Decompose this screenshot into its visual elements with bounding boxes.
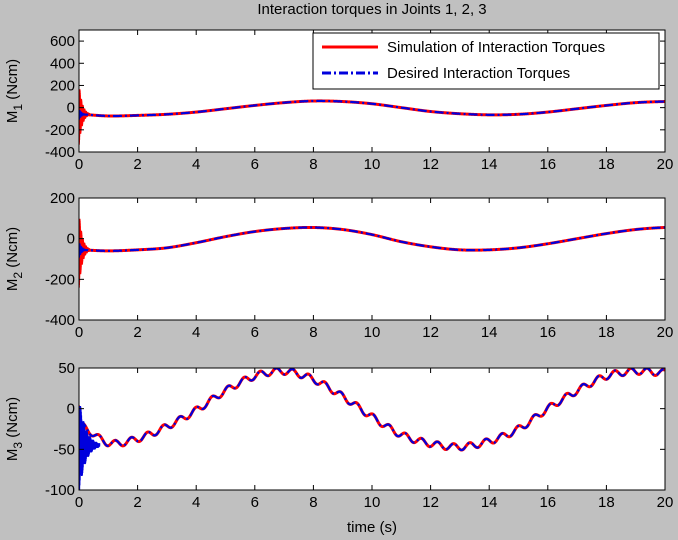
x-tick-label: 6 — [251, 324, 259, 341]
series-group — [79, 89, 665, 145]
x-tick-label: 0 — [75, 324, 83, 341]
x-tick-label: 8 — [309, 324, 317, 341]
legend-box — [312, 32, 660, 90]
series-group — [79, 218, 665, 288]
x-tick-label: 10 — [364, 156, 381, 173]
x-tick-label: 18 — [598, 494, 615, 511]
plot-area — [79, 198, 665, 320]
y-tick-label: 200 — [50, 77, 75, 94]
series-line-simulation — [79, 368, 665, 452]
y-axis-label-unit: (Ncm) — [4, 227, 21, 272]
y-tick-label: -50 — [53, 441, 75, 458]
y-axis-label: M1 (Ncm) — [4, 59, 25, 123]
x-tick-label: 20 — [657, 156, 674, 173]
x-tick-label: 2 — [133, 494, 141, 511]
y-axis-label: M3 (Ncm) — [4, 397, 25, 461]
x-tick-label: 16 — [539, 324, 556, 341]
x-tick-label: 0 — [75, 494, 83, 511]
x-tick-label: 8 — [309, 156, 317, 173]
y-axis-label: M2 (Ncm) — [4, 227, 25, 291]
y-tick-label: 50 — [58, 360, 75, 377]
y-axis-label-main: M — [4, 111, 21, 124]
y-axis-label-main: M — [4, 279, 21, 292]
y-axis-label-main: M — [4, 449, 21, 462]
series-line-desired — [79, 226, 665, 252]
x-tick-label: 8 — [309, 494, 317, 511]
series-transient-desired — [79, 406, 101, 490]
x-tick-label: 18 — [598, 156, 615, 173]
plot-area — [79, 368, 665, 490]
y-tick-label: -400 — [45, 312, 75, 329]
x-tick-label: 2 — [133, 156, 141, 173]
y-tick-label: 0 — [67, 401, 75, 418]
x-tick-label: 4 — [192, 494, 200, 511]
x-tick-label: 4 — [192, 324, 200, 341]
y-tick-label: 400 — [50, 55, 75, 72]
y-axis-label-unit: (Ncm) — [4, 59, 21, 104]
series-transient-desired — [79, 109, 89, 120]
x-tick-label: 16 — [539, 156, 556, 173]
y-axis-label-sub: 3 — [11, 442, 25, 449]
y-tick-label: -200 — [45, 271, 75, 288]
x-tick-label: 14 — [481, 156, 498, 173]
legend-label-simulation: Simulation of Interaction Torques — [387, 39, 605, 56]
series-transient-desired — [79, 243, 89, 258]
legend-label-desired: Desired Interaction Torques — [387, 65, 570, 82]
y-tick-label: -100 — [45, 482, 75, 499]
y-axis-label-sub: 2 — [11, 272, 25, 279]
x-axis-label: time (s) — [347, 519, 397, 536]
x-tick-label: 10 — [364, 324, 381, 341]
y-axis-label-sub: 1 — [11, 104, 25, 111]
x-tick-label: 12 — [422, 324, 439, 341]
series-line-desired — [79, 99, 665, 118]
x-tick-label: 6 — [251, 156, 259, 173]
x-tick-label: 0 — [75, 156, 83, 173]
x-tick-label: 20 — [657, 494, 674, 511]
y-tick-label: -400 — [45, 144, 75, 161]
y-tick-label: -200 — [45, 122, 75, 139]
figure-title: Interaction torques in Joints 1, 2, 3 — [257, 1, 486, 18]
y-tick-label: 0 — [67, 231, 75, 248]
subplot-3: 0 2 4 6 8 10 12 14 16 18 20 -100 -50 0 50 M3 (Ncm) — [4, 360, 673, 511]
legend: Simulation of Interaction Torques Desire… — [312, 32, 660, 90]
x-tick-label: 10 — [364, 494, 381, 511]
y-axis-label-unit: (Ncm) — [4, 397, 21, 442]
x-tick-label: 4 — [192, 156, 200, 173]
y-tick-label: 0 — [67, 100, 75, 117]
y-tick-label: 200 — [50, 190, 75, 207]
x-tick-label: 2 — [133, 324, 141, 341]
x-tick-label: 12 — [422, 156, 439, 173]
x-tick-label: 18 — [598, 324, 615, 341]
x-tick-label: 6 — [251, 494, 259, 511]
y-tick-label: 600 — [50, 33, 75, 50]
x-tick-label: 12 — [422, 494, 439, 511]
x-tick-label: 14 — [481, 494, 498, 511]
x-tick-label: 20 — [657, 324, 674, 341]
x-tick-label: 16 — [539, 494, 556, 511]
x-tick-label: 14 — [481, 324, 498, 341]
